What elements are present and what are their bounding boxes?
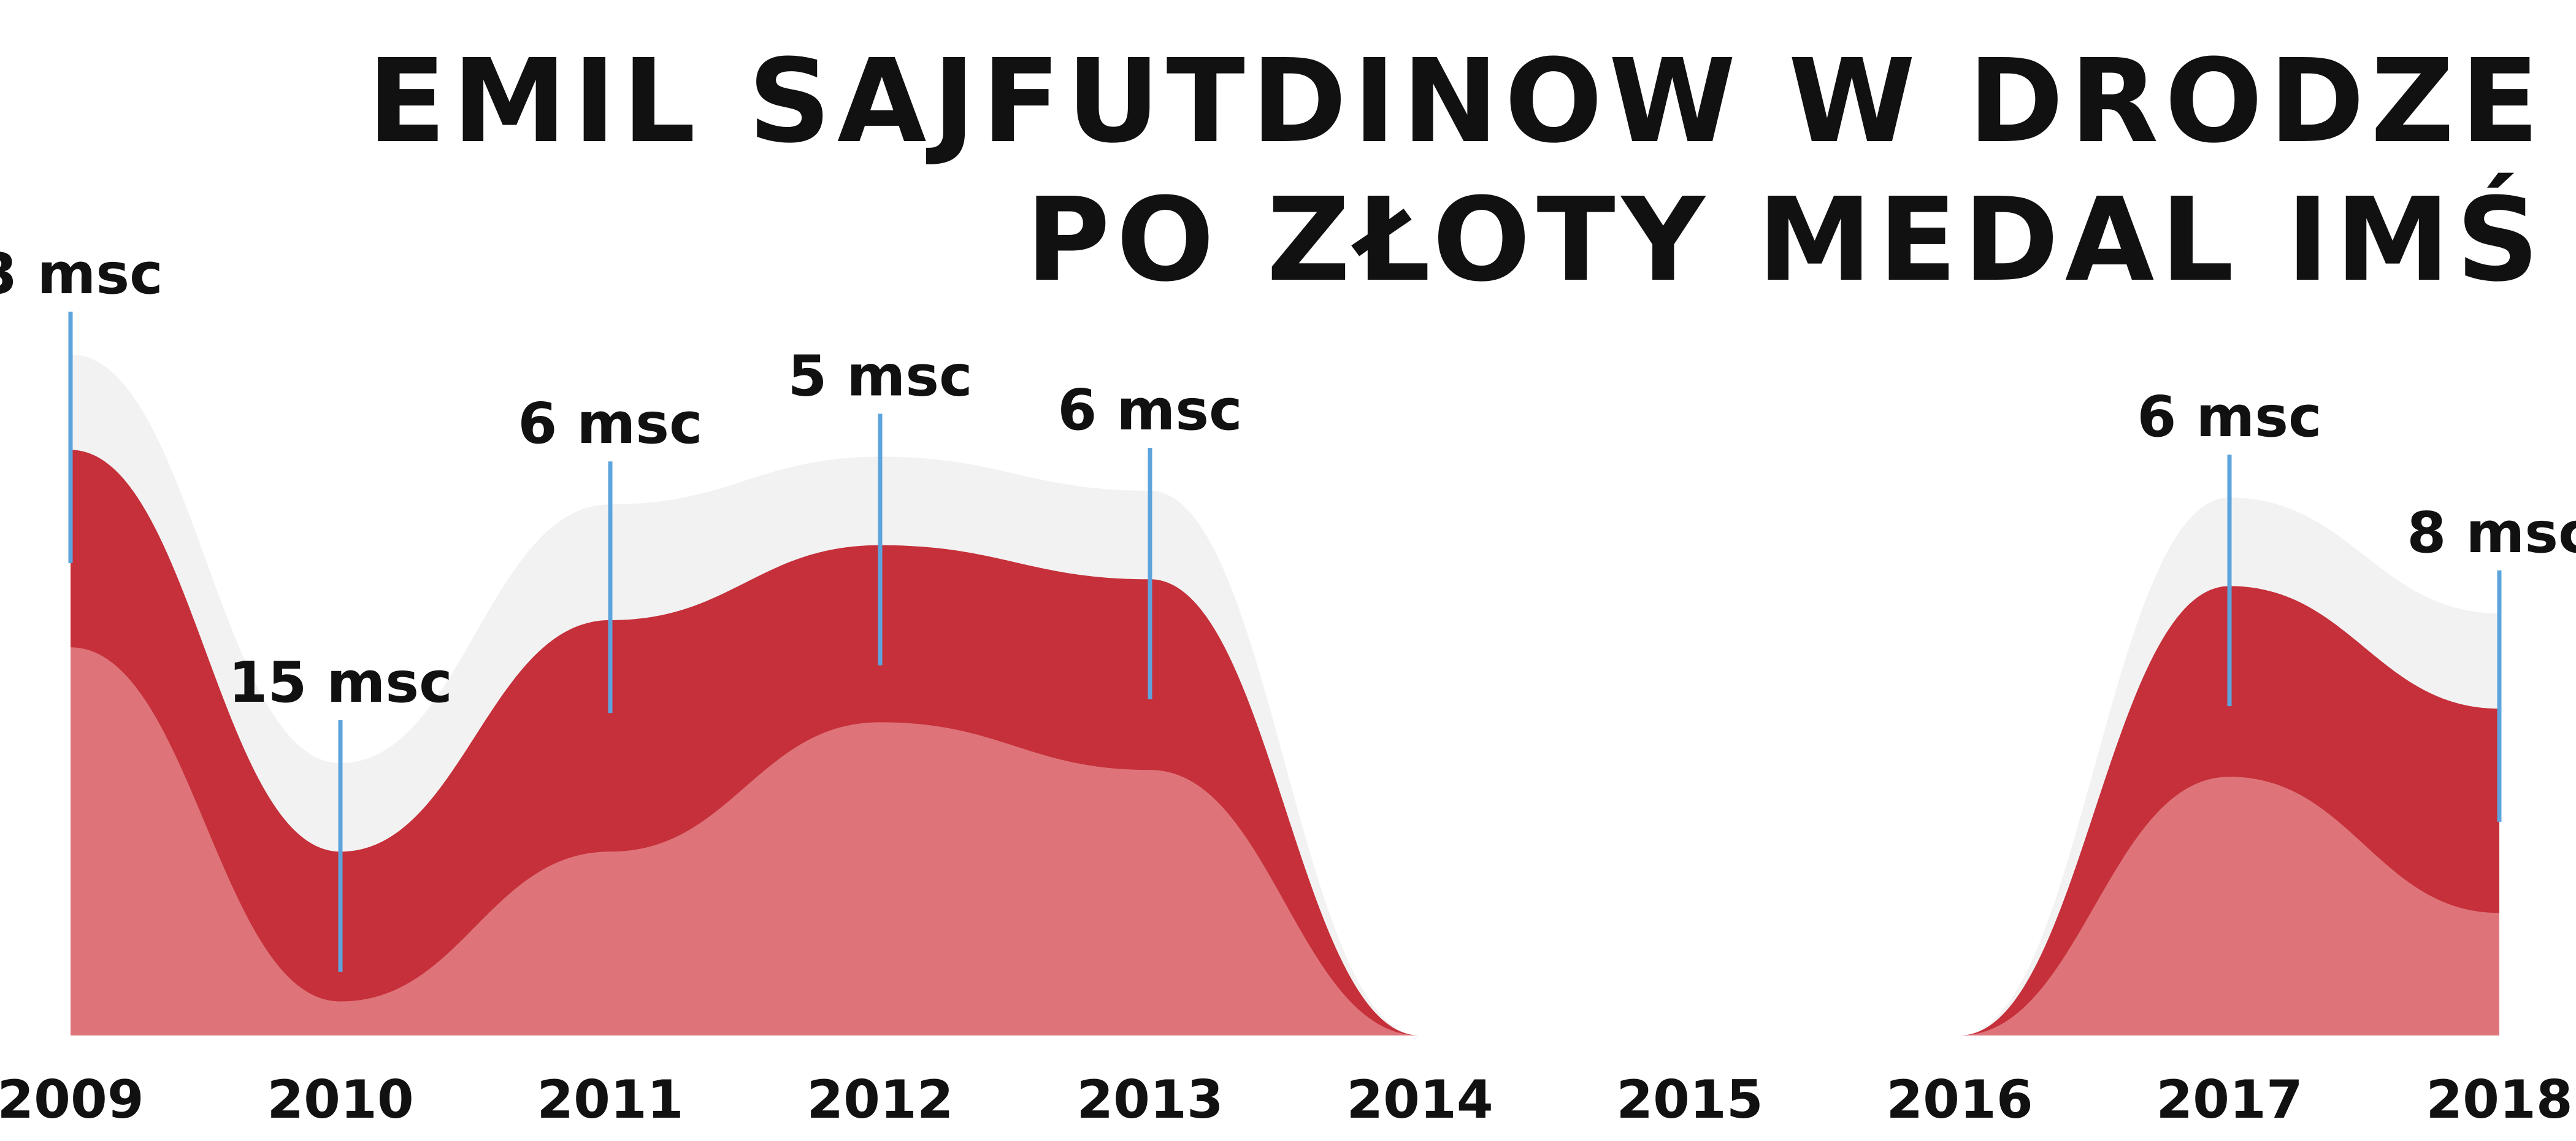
chart-title-line-1: EMIL SAJFUTDINOW W DRODZE — [367, 34, 2545, 169]
x-axis-labels: 2009 2010 2011 2012 2013 2014 2015 2016 2017 2018 — [0, 1069, 2573, 1131]
placement-label-2013: 6 msc — [1057, 377, 1242, 443]
x-tick-label-2016: 2016 — [1886, 1069, 2033, 1131]
x-tick-label-2018: 2018 — [2426, 1069, 2572, 1131]
placement-label-2010: 15 msc — [228, 650, 452, 715]
x-tick-label-2014: 2014 — [1346, 1069, 1493, 1131]
x-tick-label-2012: 2012 — [807, 1069, 953, 1131]
area-light-segment-1 — [71, 647, 1420, 1035]
x-tick-label-2017: 2017 — [2156, 1069, 2302, 1131]
placement-label-2009: 3 msc — [0, 241, 163, 307]
x-tick-label-2010: 2010 — [267, 1069, 413, 1131]
placement-label-2012: 5 msc — [788, 344, 972, 409]
chart-title-line-2: PO ZŁOTY MEDAL IMŚ — [1025, 173, 2545, 307]
placement-label-2017: 6 msc — [2137, 384, 2321, 450]
area-layers — [71, 355, 2499, 1035]
x-tick-label-2009: 2009 — [0, 1069, 144, 1131]
placement-label-2011: 6 msc — [518, 391, 702, 456]
area-light-segment-2 — [1960, 777, 2499, 1035]
x-tick-label-2013: 2013 — [1076, 1069, 1223, 1131]
placement-label-2018: 8 msc — [2407, 500, 2576, 566]
placement-markers: 3 msc 15 msc 6 msc 5 msc 6 msc 6 msc 8 msc — [0, 241, 2576, 972]
x-tick-label-2015: 2015 — [1616, 1069, 1763, 1131]
x-tick-label-2011: 2011 — [537, 1069, 683, 1131]
